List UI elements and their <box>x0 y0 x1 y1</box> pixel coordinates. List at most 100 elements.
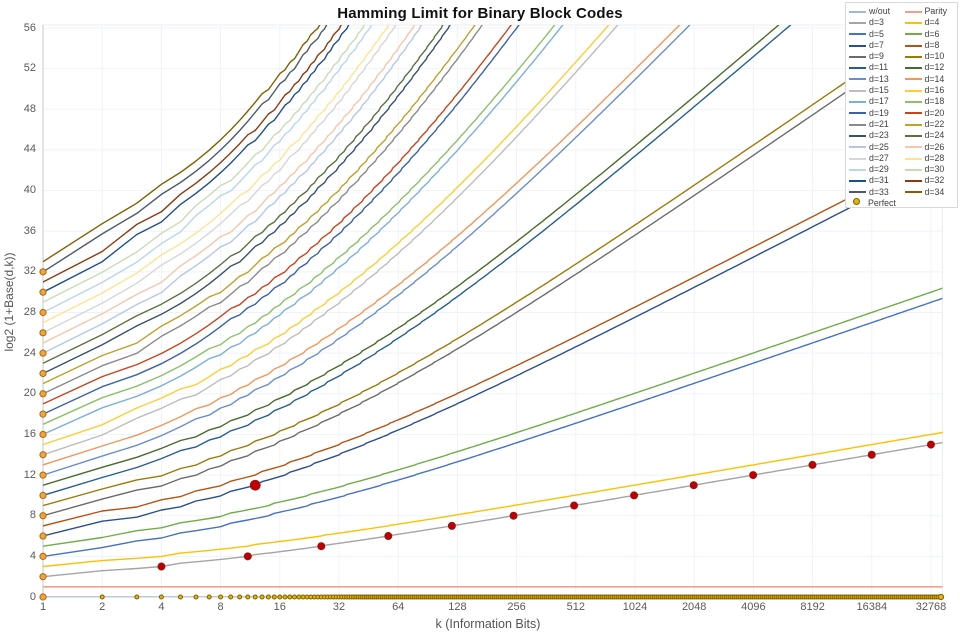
perfect-repetition-dot <box>39 552 47 560</box>
legend-row: d=23 d=24 <box>846 130 957 141</box>
legend-swatch <box>904 67 922 70</box>
legend-swatch <box>849 134 866 137</box>
series-curve-d=23 <box>43 25 451 375</box>
legend-item-d=34: d=34 <box>902 187 958 198</box>
legend-label: d=9 <box>869 51 884 62</box>
y-tick-label: 28 <box>23 306 36 318</box>
legend-swatch <box>904 89 922 92</box>
series-curve-d=9 <box>43 25 943 517</box>
x-tick-label: 8192 <box>800 601 825 613</box>
perfect-hamming-dot <box>447 521 456 530</box>
legend-swatch <box>849 10 866 13</box>
legend-item-d=13: d=13 <box>846 74 902 85</box>
legend-item-d=30: d=30 <box>902 164 958 175</box>
y-tick-label: 56 <box>23 21 36 34</box>
legend-item-d=31: d=31 <box>846 175 902 186</box>
legend-swatch <box>904 55 922 58</box>
perfect-hamming-dot <box>243 552 252 561</box>
legend-row: d=5 d=6 <box>846 29 957 40</box>
x-tick-label: 512 <box>566 601 585 613</box>
series-curve-d=20 <box>43 25 513 405</box>
legend-item-d=29: d=29 <box>846 164 902 175</box>
legend-row: d=15 d=16 <box>846 85 957 96</box>
legend-row: d=33 d=34 <box>846 187 957 198</box>
legend-swatch <box>849 44 866 47</box>
series-curve-d=31 <box>43 25 350 293</box>
legend-row: d=13 d=14 <box>846 74 957 85</box>
x-tick-label: 1 <box>39 601 47 613</box>
x-tick-label: 16 <box>273 601 286 613</box>
perfect-hamming-dot <box>689 481 698 490</box>
legend-label: w/out <box>869 6 891 16</box>
perfect-repetition-dot <box>39 369 47 378</box>
legend-item-d=10: d=10 <box>902 51 958 62</box>
series-curve-d=18 <box>43 25 556 425</box>
perfect-hamming-dot <box>749 471 758 480</box>
legend-row: d=27 d=28 <box>846 153 957 164</box>
legend-item-w/out: w/out <box>846 6 902 17</box>
legend-row: d=11 d=12 <box>846 62 957 73</box>
legend-item-d=5: d=5 <box>846 29 902 40</box>
legend-item-d=21: d=21 <box>846 119 902 130</box>
x-tick-label: 32768 <box>915 601 947 613</box>
y-tick-label: 40 <box>23 184 36 197</box>
perfect-dot <box>218 594 224 600</box>
legend-item-d=26: d=26 <box>902 142 958 153</box>
series-curve-d=11 <box>43 25 792 497</box>
legend-item-d=6: d=6 <box>902 29 958 40</box>
series-curve-d=7 <box>43 159 943 537</box>
x-tick-label: 256 <box>507 601 526 613</box>
perfect-dot <box>245 594 251 600</box>
legend-swatch <box>904 21 922 24</box>
legend-item-d=3: d=3 <box>846 17 902 28</box>
x-tick-label: 4096 <box>741 601 766 613</box>
legend-item-d=24: d=24 <box>902 130 958 141</box>
legend-label: d=32 <box>924 175 945 186</box>
legend-swatch <box>904 180 922 183</box>
y-tick-label: 36 <box>23 224 36 237</box>
x-axis-title: k (Information Bits) <box>435 617 541 631</box>
legend-swatch <box>849 55 866 58</box>
perfect-repetition-dot <box>39 329 47 337</box>
y-tick-label: 12 <box>23 468 36 481</box>
legend-label: d=27 <box>869 152 889 163</box>
y-tick-label: 16 <box>23 427 36 440</box>
x-tick-label: 2048 <box>681 601 707 613</box>
perfect-hamming-dot <box>509 511 518 520</box>
perfect-dot <box>193 594 199 600</box>
legend-label: d=24 <box>924 130 945 141</box>
perfect-hamming-dot <box>808 460 817 469</box>
series-curve-d=3 <box>43 441 943 578</box>
perfect-dot <box>296 594 302 600</box>
y-tick-label: 52 <box>23 62 36 75</box>
legend-label: d=25 <box>869 141 889 152</box>
legend-item-d=18: d=18 <box>902 96 958 107</box>
series-curve-d=15 <box>43 25 619 456</box>
legend-label: d=16 <box>924 85 945 96</box>
legend-label: d=26 <box>924 141 945 152</box>
perfect-repetition-dot <box>39 349 47 357</box>
legend-swatch <box>849 191 866 194</box>
perfect-repetition-dot <box>39 390 47 398</box>
legend-label: d=30 <box>924 164 945 175</box>
series-curve-d=28 <box>43 25 390 324</box>
series-curve-d=29 <box>43 25 373 314</box>
perfect-repetition-dot <box>39 308 47 317</box>
legend-item-d=9: d=9 <box>846 51 902 62</box>
perfect-hamming-dot <box>926 440 935 449</box>
legend-item-d=19: d=19 <box>846 108 902 119</box>
legend-label: d=6 <box>924 28 940 39</box>
legend-item-d=33: d=33 <box>846 187 902 198</box>
legend-label: d=31 <box>869 175 889 186</box>
series-curve-d=12 <box>43 25 780 486</box>
perfect-repetition-dot <box>39 410 47 418</box>
legend-label: d=23 <box>869 130 889 141</box>
legend: w/out Parity d=3 d=4 d=5 d=6 d=7 d=8 d=9 d=10 d=11… <box>845 2 958 208</box>
series-curve-d=8 <box>43 149 943 527</box>
legend-swatch <box>849 123 866 126</box>
x-tick-label: 4 <box>158 601 165 613</box>
legend-item-d=16: d=16 <box>902 85 958 96</box>
series-curves <box>43 25 943 597</box>
perfect-hamming-dot <box>570 501 579 510</box>
